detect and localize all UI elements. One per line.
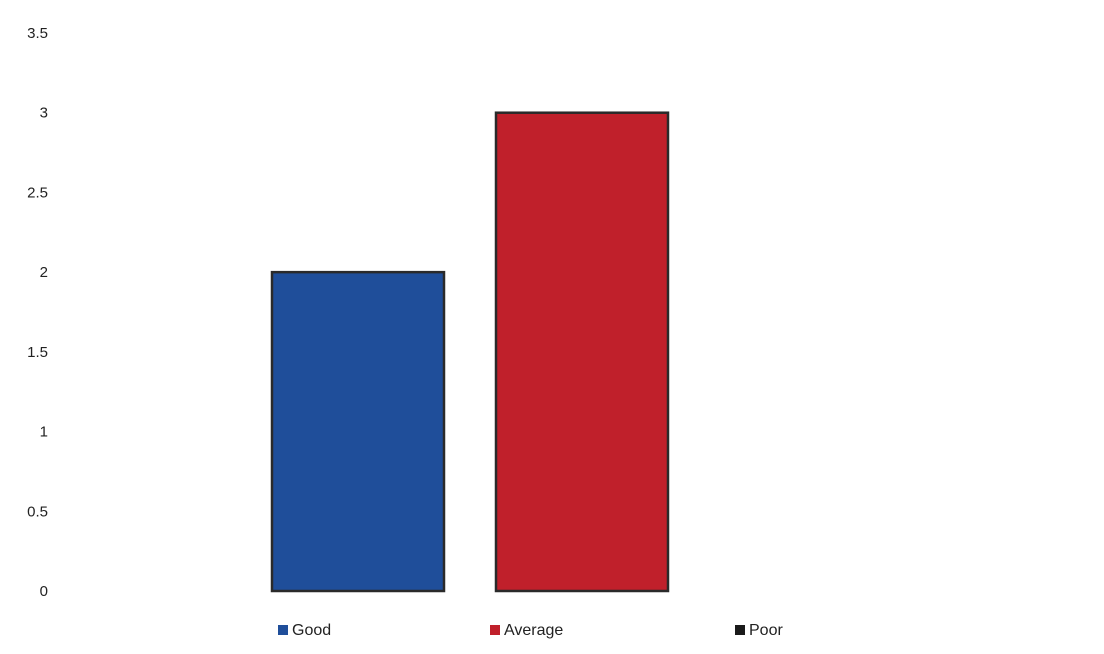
legend-label: Poor [749, 622, 783, 639]
legend-label: Average [504, 622, 563, 639]
y-tick-label: 1 [40, 424, 48, 441]
bar-average [494, 111, 670, 593]
legend-swatch [735, 625, 745, 635]
y-tick-label: 0 [40, 583, 48, 600]
bars [270, 111, 670, 593]
legend: Good Average Poor [278, 622, 783, 639]
y-tick-label: 1.5 [27, 344, 48, 361]
y-axis: 0 0.5 1 1.5 2 2.5 3 3.5 [27, 25, 48, 600]
legend-item-average: Average [490, 622, 563, 639]
legend-swatch [278, 625, 288, 635]
legend-item-good: Good [278, 622, 331, 639]
y-tick-label: 2.5 [27, 184, 48, 201]
y-tick-label: 0.5 [27, 503, 48, 520]
legend-item-poor: Poor [735, 622, 783, 639]
y-tick-label: 3 [40, 105, 48, 122]
legend-label: Good [292, 622, 331, 639]
y-tick-label: 2 [40, 264, 48, 281]
legend-swatch [490, 625, 500, 635]
bar-good [270, 270, 446, 593]
y-tick-label: 3.5 [27, 25, 48, 42]
